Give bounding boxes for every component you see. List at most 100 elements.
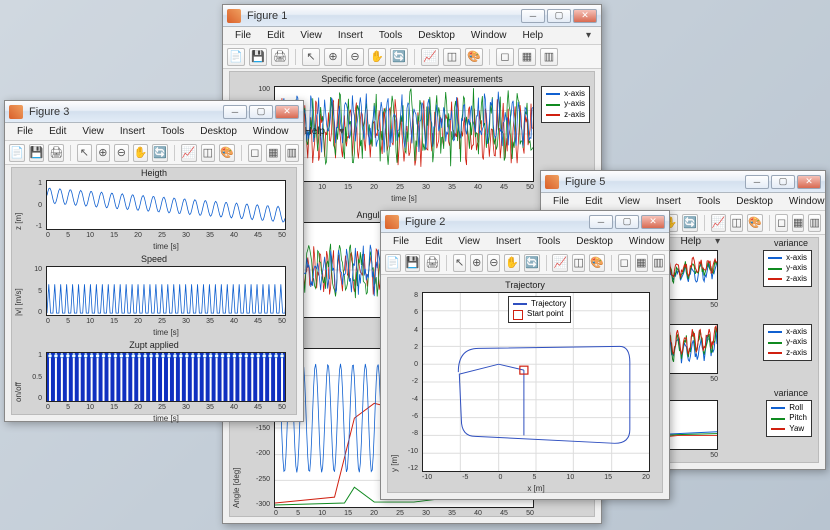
maximize-button[interactable]: ▢	[249, 105, 273, 119]
toolbar-button[interactable]: 📄	[9, 144, 25, 162]
toolbar-button[interactable]: ✋	[133, 144, 149, 162]
close-button[interactable]: ✕	[275, 105, 299, 119]
menu-desktop[interactable]: Desktop	[192, 124, 245, 139]
menu-file[interactable]: File	[9, 124, 41, 139]
toolbar-button[interactable]: ▥	[540, 48, 558, 66]
menubar[interactable]: FileEditViewInsertToolsDesktopWindowHelp…	[541, 193, 825, 211]
menu-edit[interactable]: Edit	[577, 194, 610, 209]
toolbar-button[interactable]: ↖	[77, 144, 92, 162]
menu-desktop[interactable]: Desktop	[568, 234, 621, 249]
menu-desktop[interactable]: Desktop	[728, 194, 781, 209]
toolbar-button[interactable]: ▦	[792, 214, 805, 232]
menu-edit[interactable]: Edit	[259, 28, 292, 43]
menu-file[interactable]: File	[545, 194, 577, 209]
toolbar-button[interactable]: 🔄	[152, 144, 168, 162]
toolbar-button[interactable]: 📈	[181, 144, 197, 162]
maximize-button[interactable]: ▢	[547, 9, 571, 23]
menu-help[interactable]: Help	[673, 234, 710, 249]
menu-window[interactable]: Window	[781, 194, 830, 209]
toolbar-button[interactable]: ⊖	[114, 144, 129, 162]
titlebar[interactable]: Figure 1 ─ ▢ ✕	[223, 5, 601, 27]
minimize-button[interactable]: ─	[589, 215, 613, 229]
titlebar[interactable]: Figure 3 ─ ▢ ✕	[5, 101, 303, 123]
menu-view[interactable]: View	[292, 28, 330, 43]
toolbar-button[interactable]: ⊕	[96, 144, 111, 162]
toolbar-button[interactable]: 💾	[405, 254, 421, 272]
toolbar-button[interactable]: 📈	[552, 254, 568, 272]
toolbar-button[interactable]: 📄	[385, 254, 401, 272]
close-button[interactable]: ✕	[641, 215, 665, 229]
toolbar-button[interactable]: ◫	[730, 214, 743, 232]
menu-view[interactable]: View	[74, 124, 112, 139]
menu-dropdown-icon[interactable]: ▾	[580, 28, 597, 43]
toolbar-button[interactable]: 📈	[421, 48, 439, 66]
toolbar-button[interactable]: 📄	[227, 48, 245, 66]
toolbar-button[interactable]: ▦	[518, 48, 536, 66]
toolbar-button[interactable]: ▥	[285, 144, 300, 162]
menu-edit[interactable]: Edit	[417, 234, 450, 249]
titlebar[interactable]: Figure 2 ─ ▢ ✕	[381, 211, 669, 233]
menu-insert[interactable]: Insert	[330, 28, 371, 43]
toolbar-button[interactable]: ▦	[266, 144, 281, 162]
menu-dropdown-icon[interactable]: ▾	[333, 124, 350, 139]
toolbar-button[interactable]: 🖨	[48, 144, 64, 162]
menu-help[interactable]: Help	[515, 28, 552, 43]
toolbar-button[interactable]: ⊕	[470, 254, 483, 272]
toolbar-button[interactable]: ↖	[302, 48, 320, 66]
toolbar-button[interactable]: 🖨	[424, 254, 440, 272]
toolbar-button[interactable]: 🔄	[524, 254, 540, 272]
maximize-button[interactable]: ▢	[771, 175, 795, 189]
toolbar-button[interactable]: ↖	[453, 254, 466, 272]
toolbar-button[interactable]: ◫	[201, 144, 216, 162]
toolbar[interactable]: 📄💾🖨↖⊕⊖✋🔄📈◫🎨◻▦▥	[381, 251, 669, 275]
toolbar[interactable]: 📄💾🖨 ↖⊕⊖✋🔄 📈◫🎨 ◻▦▥	[5, 141, 303, 165]
menubar[interactable]: FileEditViewInsertToolsDesktopWindowHelp…	[381, 233, 669, 251]
toolbar-button[interactable]: ◻	[248, 144, 263, 162]
menu-insert[interactable]: Insert	[648, 194, 689, 209]
menu-window[interactable]: Window	[621, 234, 673, 249]
toolbar-button[interactable]: 🎨	[465, 48, 483, 66]
toolbar-button[interactable]: ▦	[635, 254, 648, 272]
toolbar-button[interactable]: ⊖	[487, 254, 500, 272]
menu-tools[interactable]: Tools	[529, 234, 568, 249]
close-button[interactable]: ✕	[573, 9, 597, 23]
toolbar-button[interactable]: ⊖	[346, 48, 364, 66]
figure-3-window[interactable]: Figure 3 ─ ▢ ✕ FileEditViewInsertToolsDe…	[4, 100, 304, 422]
toolbar-button[interactable]: 🎨	[747, 214, 763, 232]
minimize-button[interactable]: ─	[223, 105, 247, 119]
menu-window[interactable]: Window	[245, 124, 297, 139]
menubar[interactable]: FileEditViewInsertToolsDesktopWindowHelp…	[223, 27, 601, 45]
menu-desktop[interactable]: Desktop	[410, 28, 463, 43]
menu-insert[interactable]: Insert	[112, 124, 153, 139]
figure-2-window[interactable]: Figure 2 ─ ▢ ✕ FileEditViewInsertToolsDe…	[380, 210, 670, 500]
toolbar-button[interactable]: ◻	[618, 254, 631, 272]
menubar[interactable]: FileEditViewInsertToolsDesktopWindowHelp…	[5, 123, 303, 141]
menu-help[interactable]: Help	[297, 124, 334, 139]
toolbar-button[interactable]: 🎨	[589, 254, 605, 272]
menu-window[interactable]: Window	[463, 28, 515, 43]
toolbar-button[interactable]: 🔄	[682, 214, 698, 232]
menu-tools[interactable]: Tools	[371, 28, 410, 43]
close-button[interactable]: ✕	[797, 175, 821, 189]
toolbar-button[interactable]: ◫	[443, 48, 461, 66]
toolbar-button[interactable]: ⊕	[324, 48, 342, 66]
menu-tools[interactable]: Tools	[689, 194, 728, 209]
toolbar-button[interactable]: 🎨	[219, 144, 235, 162]
toolbar-button[interactable]: ✋	[504, 254, 520, 272]
menu-dropdown-icon[interactable]: ▾	[709, 234, 726, 249]
toolbar-button[interactable]: ◻	[775, 214, 788, 232]
toolbar-button[interactable]: ▥	[652, 254, 665, 272]
toolbar[interactable]: 📄💾🖨↖⊕⊖✋🔄📈◫🎨◻▦▥	[223, 45, 601, 69]
menu-view[interactable]: View	[610, 194, 648, 209]
toolbar-button[interactable]: 🖨	[271, 48, 289, 66]
toolbar-button[interactable]: 📈	[711, 214, 727, 232]
toolbar-button[interactable]: ◻	[496, 48, 514, 66]
maximize-button[interactable]: ▢	[615, 215, 639, 229]
menu-insert[interactable]: Insert	[488, 234, 529, 249]
toolbar-button[interactable]: ✋	[368, 48, 386, 66]
toolbar-button[interactable]: 💾	[29, 144, 45, 162]
menu-file[interactable]: File	[227, 28, 259, 43]
menu-tools[interactable]: Tools	[153, 124, 192, 139]
toolbar-button[interactable]: ▥	[808, 214, 821, 232]
titlebar[interactable]: Figure 5 ─ ▢ ✕	[541, 171, 825, 193]
